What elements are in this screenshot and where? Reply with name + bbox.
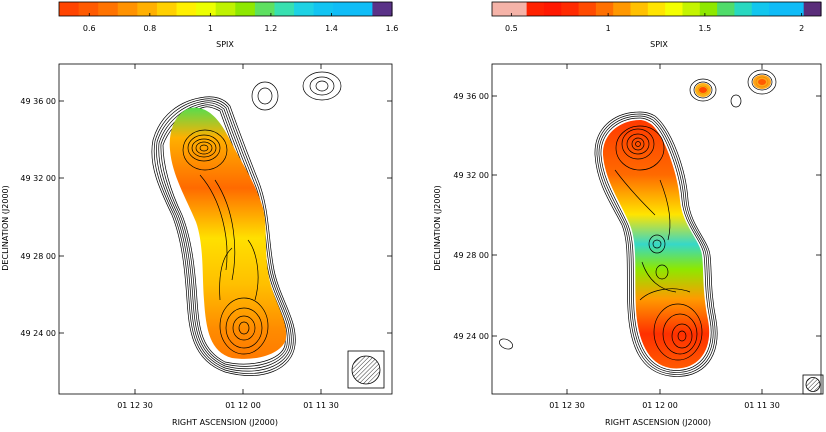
colorbar-frame <box>58 1 393 17</box>
right-beam-box <box>802 374 824 395</box>
colorbar-swatch <box>78 2 99 16</box>
colorbar-tick-label: 1.4 <box>325 24 338 33</box>
colorbar-swatch <box>313 2 334 16</box>
right-xlabel: RIGHT ASCENSION (J2000) <box>605 418 711 427</box>
colorbar-swatch <box>215 2 236 16</box>
left-beam-box <box>347 350 385 389</box>
colorbar-swatch <box>699 2 718 16</box>
colorbar-tick-label: 0.6 <box>83 24 96 33</box>
colorbar-swatch <box>578 2 597 16</box>
colorbar-swatch <box>717 2 736 16</box>
x-tick-label: 01 12 30 <box>117 401 153 410</box>
colorbar-swatch <box>786 2 805 16</box>
colorbar-tick-label: 1.6 <box>386 24 399 33</box>
left-plot-frame <box>58 63 393 395</box>
x-tick-label: 01 11 30 <box>303 401 339 410</box>
colorbar-tick-label: 0.5 <box>505 24 518 33</box>
colorbar-tick-label: 1.2 <box>265 24 278 33</box>
y-tick-label: 49 28 00 <box>20 252 56 261</box>
right-axes: 01 12 30 01 12 00 01 11 30 49 36 00 49 32 00… <box>453 64 821 410</box>
colorbar-swatch <box>137 2 158 16</box>
colorbar-swatch <box>274 2 295 16</box>
left-map <box>151 71 342 376</box>
right-compact-fill <box>695 75 771 97</box>
right-map <box>499 69 777 377</box>
right-colorbar-label: SPIX <box>650 40 668 49</box>
colorbar-swatch <box>561 2 580 16</box>
colorbar-swatch <box>509 2 528 16</box>
colorbar-swatch <box>734 2 753 16</box>
left-inner-contours <box>182 71 342 355</box>
left-beam-icon <box>351 355 381 385</box>
left-axes: 01 12 30 01 12 00 01 11 30 49 36 00 49 32 00… <box>20 64 392 410</box>
colorbar-frame <box>491 1 822 17</box>
right-plot-frame <box>491 63 822 395</box>
left-spix-fill <box>169 107 287 359</box>
y-tick-label: 49 32 00 <box>453 171 489 180</box>
colorbar-swatch <box>352 2 374 16</box>
colorbar-swatch <box>613 2 632 16</box>
left-ylabel: DECLINATION (J2000) <box>1 185 10 270</box>
y-tick-label: 49 24 00 <box>453 332 489 341</box>
right-spix-fill <box>602 120 710 369</box>
x-tick-label: 01 11 30 <box>744 401 780 410</box>
colorbar-swatch <box>630 2 649 16</box>
colorbar-tick-label: 0.8 <box>143 24 156 33</box>
left-panel: 0.6 0.8 1 1.2 1.4 1.6 SPIX <box>1 1 399 427</box>
right-contours <box>594 111 718 377</box>
colorbar-swatch <box>176 2 197 16</box>
colorbar-swatch <box>333 2 354 16</box>
right-colorbar: 0.5 1 1.5 2 <box>491 1 822 33</box>
y-tick-label: 49 24 00 <box>20 329 56 338</box>
colorbar-swatch <box>543 2 562 16</box>
colorbar-swatch <box>196 2 217 16</box>
colorbar-swatch <box>769 2 787 16</box>
y-tick-label: 49 32 00 <box>20 174 56 183</box>
y-tick-label: 49 36 00 <box>20 97 56 106</box>
colorbar-swatch <box>492 2 510 16</box>
colorbar-swatch <box>595 2 614 16</box>
colorbar-swatch <box>751 2 770 16</box>
colorbar-swatch <box>254 2 276 16</box>
colorbar-swatch <box>117 2 138 16</box>
colorbar-tick-label: 2 <box>799 24 804 33</box>
colorbar-tick-label: 1.5 <box>699 24 712 33</box>
colorbar-swatch <box>59 2 80 16</box>
colorbar-swatch <box>526 2 545 16</box>
y-tick-label: 49 36 00 <box>453 92 489 101</box>
colorbar-swatch <box>372 2 393 16</box>
left-colorbar-label: SPIX <box>216 40 234 49</box>
colorbar-swatch <box>803 2 822 16</box>
x-tick-label: 01 12 00 <box>642 401 678 410</box>
right-panel: 0.5 1 1.5 2 SPIX <box>433 1 824 427</box>
colorbar-swatch <box>682 2 701 16</box>
colorbar-tick-label: 1 <box>208 24 213 33</box>
colorbar-swatch <box>98 2 119 16</box>
colorbar-swatch <box>647 2 666 16</box>
x-tick-label: 01 12 00 <box>225 401 261 410</box>
right-ylabel: DECLINATION (J2000) <box>433 185 442 270</box>
colorbar-swatch <box>665 2 684 16</box>
left-colorbar: 0.6 0.8 1 1.2 1.4 1.6 <box>58 1 399 33</box>
colorbar-swatch <box>294 2 315 16</box>
left-xlabel: RIGHT ASCENSION (J2000) <box>172 418 278 427</box>
colorbar-tick-label: 1 <box>606 24 611 33</box>
y-tick-label: 49 28 00 <box>453 251 489 260</box>
x-tick-label: 01 12 30 <box>549 401 585 410</box>
colorbar-swatch <box>156 2 178 16</box>
colorbar-swatch <box>235 2 256 16</box>
right-beam-icon <box>805 377 821 392</box>
